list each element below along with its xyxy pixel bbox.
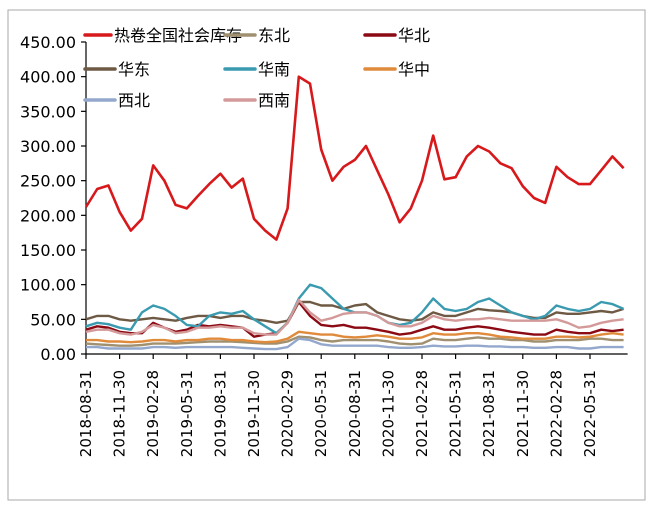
y-tick-label: 50.00 [30,310,76,329]
legend-label: 华南 [258,60,290,79]
x-tick-label: 2020-08-31 [346,370,364,457]
y-tick-label: 150.00 [20,241,76,260]
legend-label: 东北 [258,26,290,45]
y-tick-label: 450.00 [20,33,76,52]
series-line-5 [86,330,624,344]
legend-label: 西南 [258,91,290,110]
y-tick-label: 250.00 [20,172,76,191]
x-tick-label: 2021-05-31 [447,370,465,457]
series-line-3 [85,300,624,324]
x-tick-label: 2022-05-31 [581,370,599,457]
x-tick-label: 2022-02-28 [547,370,565,457]
x-tick-label: 2018-11-30 [111,370,129,457]
y-tick-label: 350.00 [20,102,76,121]
x-tick-label: 2021-08-31 [480,370,498,457]
legend-label: 华中 [398,60,430,79]
y-tick-label: 0.00 [40,345,76,364]
y-tick-label: 200.00 [20,206,76,225]
x-tick-label: 2019-02-28 [144,370,162,457]
y-tick-label: 300.00 [20,137,76,156]
x-tick-label: 2019-08-31 [211,370,229,457]
series-line-2 [85,300,624,338]
x-axis: 2018-08-31 2018-11-30 2019-02-28 2019-05-31… [77,353,628,457]
legend-label: 华东 [118,60,150,79]
x-tick-label: 2019-05-31 [178,370,196,457]
y-tick-label: 100.00 [20,276,76,295]
x-tick-label: 2018-08-31 [77,370,95,457]
y-tick-label: 400.00 [20,68,76,87]
chart-frame [7,9,646,501]
series-line-6 [86,337,624,351]
series-line-7 [85,298,624,336]
x-tick-label: 2021-11-30 [514,370,532,457]
x-tick-label: 2020-11-30 [379,370,397,457]
x-tick-label: 2020-02-29 [279,370,297,457]
y-axis: 0.00 50.00 100.00 150.00 200.00 250.00 300.00 3… [20,33,87,364]
legend-label: 热卷全国社会库存 [114,26,242,45]
x-tick-label: 2019-11-30 [245,370,263,457]
series-lines [84,75,625,351]
series-line-0 [84,75,625,241]
x-tick-label: 2021-02-28 [413,370,431,457]
legend-label: 西北 [118,91,150,110]
x-tick-label: 2020-05-31 [312,370,330,457]
series-line-1 [85,335,624,347]
legend-label: 华北 [398,26,430,45]
